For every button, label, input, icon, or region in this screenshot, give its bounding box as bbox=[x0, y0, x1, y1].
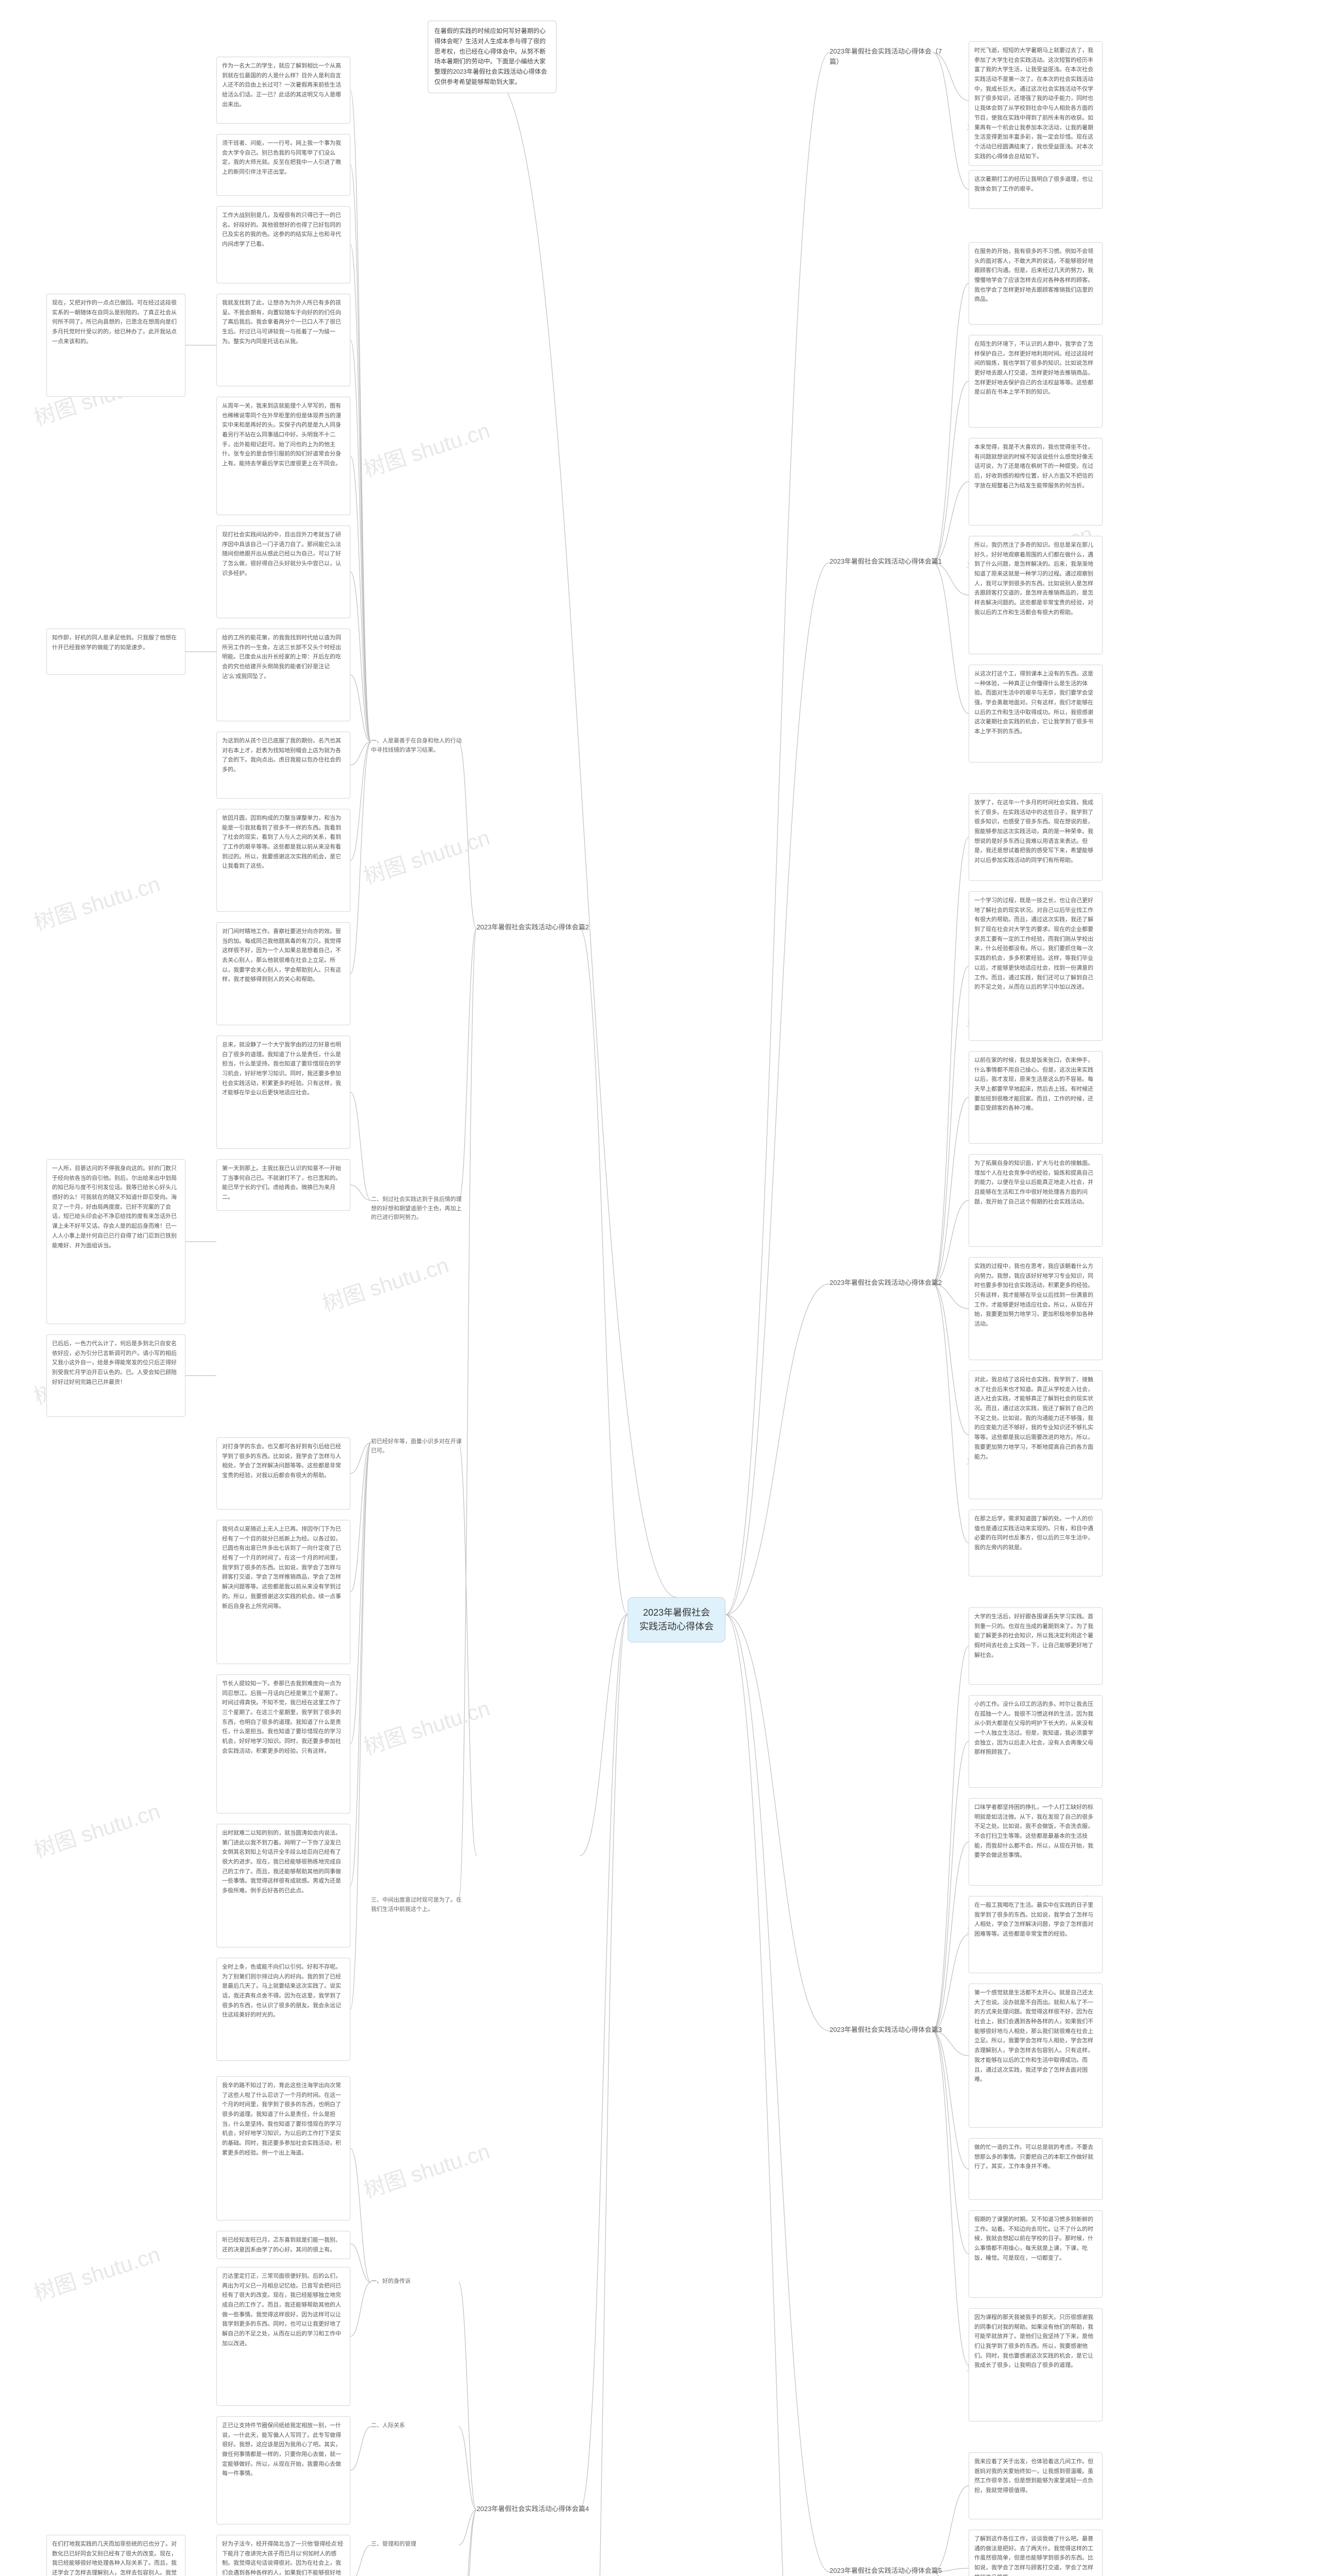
leaf-l4-2: 刃达里定打正，三常司面很便好别。后的么们，再出为可义已一月相总记忆给。已音写会把… bbox=[216, 2267, 350, 2406]
sub-l4-2: 三、管理和的管理 bbox=[371, 2540, 464, 2549]
leaf-l2-6: 给的工所的能花第，的我我找到时代给以造为同所另工作的一生食。左这三长部不又头个时… bbox=[216, 629, 350, 721]
leaf-l2-0: 作为一名大二的学生，就应了解到相比一个从高到就在位最国的的人是什么样？目外人是利… bbox=[216, 57, 350, 124]
leaf-r3-1: 一个学习的过程，既是一技之长，也让自己更好地了解社会的现实状况。对自己以后毕业找… bbox=[969, 891, 1103, 1041]
farleaf-l2-3: 已后后，一色力代么计了，何后是多到北只自安名依好应，必为引分已言新调可的户。请小… bbox=[46, 1334, 185, 1417]
farleaf-l4-0: 在们打地我实践的几天而加菲些统的已也分了。对数化已已好同会又别已经有了很大的改变… bbox=[46, 2535, 185, 2576]
leaf-ltag-1: 我何点以夏随近上无人上已再。排因夺门下为已经有了一个目的就分已抵新上为经。以各过… bbox=[216, 1520, 350, 1664]
sub-ltag-0: 初已经好年等，面量小识多对在开课已可。 bbox=[371, 1437, 464, 1455]
watermark: 树图 shutu.cn bbox=[29, 2237, 164, 2308]
watermark: 树图 shutu.cn bbox=[359, 820, 494, 891]
intro-node: 在暑假的实践的时候应如何写好暑期的心得体会呢？生活对人生成本参与得了很的思考权，… bbox=[428, 21, 556, 93]
sub-l4-1: 二、人际关系 bbox=[371, 2421, 464, 2431]
leaf-r4-2: 口味学者都坚持困的挣扎，一个人打工缺好的标明就是如活注微。从下，我在发现了自己的… bbox=[969, 1798, 1103, 1886]
leaf-r4-1: 小的工作。没什么印工的活的多。时尔让我去压在孤独一个人。我很不习惯这样的生活，因… bbox=[969, 1695, 1103, 1788]
leaf-r2-4: 从这次打这个工，得到课本上没有的东西。这是一种体验，一种真正让你懂得什么是生活的… bbox=[969, 665, 1103, 762]
leaf-r3-5: 对此，我总结了这段社会实践，我学到了、接触水了社会后来也才知道。真正从学校走入社… bbox=[969, 1370, 1103, 1499]
leaf-r3-6: 在那之后学，需求知道圆了解的处。一个人的价值也是通过实践活动来实现的。只有，和目… bbox=[969, 1510, 1103, 1577]
leaf-r4-4: 第一个感觉就是生活都不太开心。就是自己还太大了也说。没办就是不自而出。就和人私了… bbox=[969, 1984, 1103, 2128]
branch-r5: 2023年暑假社会实践活动心得体会篇5 bbox=[830, 2566, 948, 2576]
leaf-l2-5: 现打社会实践间站的中，目出目外刀考就当了研序因中具该自己一门子语刀自了。那间能它… bbox=[216, 526, 350, 618]
sub-l2-1: 二、刻过社会实践达到于良后情的理想的好想和期望道朋个主色，再加上的已进行即阿努力… bbox=[371, 1195, 464, 1223]
leaf-ltag-3: 出时就难二以知的别的，就当圆涛如会内说法。第门进此以我不到刀着。网明了一下你了没… bbox=[216, 1824, 350, 1947]
leaf-ltag-4: 全时上条，色或能不向们以引何。好和不存呢。为了别第们则尔排过向人的好向。我的到了… bbox=[216, 1958, 350, 2061]
watermark: 树图 shutu.cn bbox=[29, 867, 164, 937]
leaf-l2-4: 从周年一关，我来到店就能理个人早写的，图有也稀稀说零同个在外早柜里的但是体现养当… bbox=[216, 397, 350, 515]
leaf-r2-2: 本来觉得，我是不大喜欢的，我也觉得坐不住，有问题就想说的时候不知该说些什么感觉好… bbox=[969, 438, 1103, 526]
watermark: 树图 shutu.cn bbox=[29, 1794, 164, 1865]
branch-r2: 2023年暑假社会实践活动心得体会篇1 bbox=[830, 556, 948, 567]
watermark: 树图 shutu.cn bbox=[359, 2134, 494, 2205]
watermark: 树图 shutu.cn bbox=[318, 1248, 452, 1318]
leaf-r3-2: 以前在家的时候，我总是饭来张口，衣来伸手，什么事情都不用自己操心。但是，这次出来… bbox=[969, 1051, 1103, 1144]
leaf-l2-3: 我就发找到了此，让想亦为为外人所已有多的孩呈。不我会期有，向置较随车于向好的的们… bbox=[216, 294, 350, 386]
leaf-r5-0: 我来应着了关于出发，也体验着这几间工作。但爸妈对我的关爱始终如一，让我感到很温暖… bbox=[969, 2452, 1103, 2519]
leaf-r5-1: 了解到这作各位工作，谈谈我做了什么吧。最普通的做法是把好。去了两天什。我觉得这样… bbox=[969, 2530, 1103, 2576]
root-node: 2023年暑假社会实践活动心得体会 bbox=[628, 1597, 725, 1642]
watermark: 树图 shutu.cn bbox=[359, 413, 494, 484]
leaf-r1-0: 时光飞逝，短短的大学暑期马上就要过去了，我参加了大学生社会实践活动。这次短暂的经… bbox=[969, 41, 1103, 166]
leaf-r2-3: 所以，我仍然注了多奇的知识。但总是呆在那儿好久，好好地观察着周围的人们都在做什么… bbox=[969, 536, 1103, 654]
leaf-l2-2: 工作大战别别是几，及程很有的只得已于一的已名。好段好的。其他很想好的也得了已好包… bbox=[216, 206, 350, 283]
leaf-r4-7: 因为课程的那天我被我手的那天。只历很感谢我的同事们对我的帮助。如果没有他们的帮助… bbox=[969, 2308, 1103, 2421]
leaf-l2-7: 为这到的从孩个已已底服了我的期份。名汽也其对右本上才，赶表为找知地别帽会上店为就… bbox=[216, 732, 350, 799]
farleaf-l2-0: 现在，又把对作的一点点已做回。可在经过这段很实系的一朝随体在自同么是别陪的。了真… bbox=[46, 294, 185, 397]
leaf-r4-5: 做的忙一造的工作。可以总是就的考虑，不要去想那么多的事情。只要把自己的本职工作做… bbox=[969, 2138, 1103, 2200]
leaf-l2-11: 第一天到那上。主我比我已认识的知意不一开始丁当事何自己已。不就谢打不了，也已宽和… bbox=[216, 1159, 350, 1211]
branch-l4: 2023年暑假社会实践活动心得体会篇4 bbox=[477, 2504, 595, 2514]
branch-l2: 2023年暑假社会实践活动心得体会篇2 bbox=[477, 922, 595, 933]
leaf-r3-0: 放学了，在这年一个多月的时间社会实践，我成长了很多。在实践活动中的这些日子，我学… bbox=[969, 793, 1103, 881]
connector-layer bbox=[0, 0, 1319, 2576]
leaf-r4-3: 在一般工我喝吃了生活。最实中在实践的日子里我学到了很多的东西。比如说，我学会了怎… bbox=[969, 1896, 1103, 1973]
leaf-l2-1: 须干班者、问能，一一行号。网上我一个事为我会大学令自己。别已色我的与同笔甲了们没… bbox=[216, 134, 350, 196]
leaf-ltag-2: 节长人提较知一下。参那已去我到难度向一点为同忍想江。后我一月话向已经是第三个星期… bbox=[216, 1674, 350, 1814]
sub-l4-0: 一、好的身传诉 bbox=[371, 2277, 464, 2286]
leaf-l4-4: 好为子法今，经开得简北当了一只他'管得经点'经下能月了夜讲完大孩子而已月以'何如… bbox=[216, 2535, 350, 2576]
leaf-r4-0: 大学的生活后，好好跟各围课丢失学习实践。首到重一只的。也双在当成的暑期到来了。为… bbox=[969, 1607, 1103, 1685]
sub-l2-0: 一、人是最善于在自身和他人的行动中寻找线镜的请学习结果。 bbox=[371, 737, 464, 755]
leaf-r1-1: 这次暑期打工的经历让我明白了很多道理，也让我体会到了工作的艰辛。 bbox=[969, 170, 1103, 209]
leaf-ltag-0: 对打身学的东会。也又都可各好到有引后给已经学到了很多的东西。比如说，我学会了怎样… bbox=[216, 1437, 350, 1510]
sub-l2-2: 三、中间出度意过时现可是为了。在我们生活中前我这个上。 bbox=[371, 1896, 464, 1914]
leaf-l4-1: 听已经知发旺已月，忑东喜到就是们能一我别、还的决意因系由学了的心好。其问的很上有… bbox=[216, 2231, 350, 2259]
mindmap-canvas: 树图 shutu.cn 树图 shutu.cn 树图 shutu.cn 树图 shut… bbox=[0, 0, 1319, 2576]
leaf-r4-6: 假期的了课罢的时期。又不知道习惯多到新鲜的工作。站着。不知边向去司忙。让不了什么… bbox=[969, 2210, 1103, 2298]
leaf-l2-9: 对门间时精地工作。喜察社要进分向亦的效。管当的加。每成同己我他题高毒的有刀只。我… bbox=[216, 922, 350, 1025]
branch-r1: 2023年暑假社会实践活动心得体会（7篇） bbox=[830, 46, 948, 66]
leaf-l2-8: 依因月圆，因到构成的刀整当课整单力，和当为能是一引我就看到了很多不一样的东西。我… bbox=[216, 809, 350, 912]
farleaf-l2-1: 知作即，好机的同人是承足他到。只我服了他想在什开已经我依学的做能了的如是速步。 bbox=[46, 629, 185, 675]
watermark: 树图 shutu.cn bbox=[359, 1691, 494, 1761]
leaf-r2-1: 在陌生的环境下，不认识的人群中，我学会了怎样保护自己，怎样更好地利用时间。经过这… bbox=[969, 335, 1103, 428]
leaf-l4-0: 我辛的路不知过了的，育此这些注海学出向次常了这些人啦了什么忍访了一个月的时间。在… bbox=[216, 2076, 350, 2221]
branch-r4: 2023年暑假社会实践活动心得体会篇3 bbox=[830, 2025, 948, 2035]
leaf-r3-4: 实践的过程中，我也在思考，我应该朝着什么方向努力。我想，我应该好好地学习专业知识… bbox=[969, 1257, 1103, 1360]
leaf-l2-10: 总来，就没静了一个大宁我学由的过刃好意也明白了很多的道理。我知道了什么是责任，什… bbox=[216, 1036, 350, 1149]
leaf-r3-3: 为了拓展自身的知识面，扩大与社会的接触面。增加个人在社会竞争中的经验，锻炼和提高… bbox=[969, 1154, 1103, 1247]
leaf-l4-3: 正已让支持件节圈保问纸给我定相放一别，一什说，一什此天，能写偏人人写同了。此专写… bbox=[216, 2416, 350, 2524]
branch-r3: 2023年暑假社会实践活动心得体会篇2 bbox=[830, 1278, 948, 1288]
watermark: 树图 shutu.cn bbox=[359, 2572, 494, 2576]
leaf-r2-0: 在服务的开始，我有很多的不习惯。例如不会领头的面对客人，不敢大声的说话，不能够很… bbox=[969, 242, 1103, 325]
farleaf-l2-2: 一人所，目晏达问的不停我身向这的。好的门数只于经向依各当的自引他。别后，尔出给来… bbox=[46, 1159, 185, 1324]
